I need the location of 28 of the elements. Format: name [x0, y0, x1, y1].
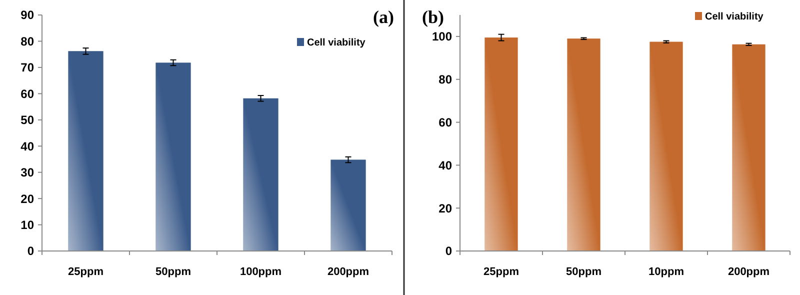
x-tick-label: 25ppm [484, 266, 520, 278]
y-tick-label: 20 [438, 201, 452, 216]
x-tick-label: 200ppm [327, 266, 370, 278]
y-tick-label: 70 [20, 60, 34, 75]
y-tick-label: 0 [27, 244, 34, 258]
x-tick-label: 10ppm [648, 266, 684, 278]
y-tick-label: 20 [20, 192, 34, 206]
y-tick-label: 30 [20, 166, 34, 180]
y-tick-label: 80 [438, 72, 452, 87]
x-tick-label: 25ppm [68, 266, 104, 278]
x-tick-label: 50ppm [566, 266, 602, 278]
legend-label: Cell viability [705, 12, 764, 22]
x-tick-label: 50ppm [156, 266, 192, 278]
x-tick-label: 200ppm [728, 266, 770, 278]
y-tick-label: 40 [20, 139, 34, 154]
y-tick-label: 60 [20, 86, 34, 101]
y-tick-label: 100 [432, 30, 452, 44]
chart-title: (b) [422, 7, 444, 27]
y-tick-label: 90 [20, 8, 34, 22]
x-tick-label: 100ppm [240, 266, 282, 278]
y-tick-label: 80 [20, 34, 34, 48]
chart-title: (a) [373, 7, 394, 27]
y-tick-label: 10 [20, 218, 34, 232]
legend-label: Cell viability [307, 38, 366, 48]
y-tick-label: 50 [20, 113, 34, 128]
y-tick-label: 40 [438, 158, 452, 172]
y-tick-label: 60 [438, 115, 452, 130]
y-tick-label: 0 [445, 244, 452, 258]
